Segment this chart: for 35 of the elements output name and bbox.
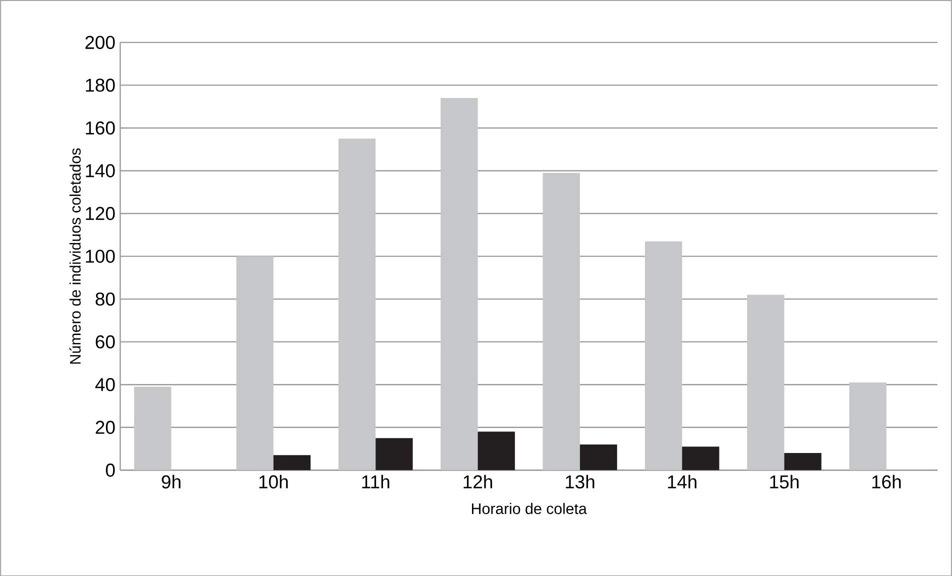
- bar: [849, 382, 886, 470]
- y-tick-label: 120: [86, 206, 115, 220]
- bar: [440, 98, 478, 470]
- x-tick-label: 10h: [259, 474, 288, 488]
- y-tick-label: 180: [86, 78, 115, 92]
- bar: [376, 438, 413, 470]
- x-tick-label: 9h: [162, 474, 180, 488]
- bar: [747, 294, 784, 470]
- y-tick-label: 100: [86, 250, 115, 263]
- x-tick-label: 16h: [872, 474, 901, 488]
- bar: [644, 241, 682, 470]
- bar: [478, 431, 515, 470]
- x-tick-label: 11h: [362, 474, 390, 488]
- bar: [682, 446, 720, 470]
- x-tick-label: 14h: [668, 474, 696, 488]
- bar: [580, 444, 618, 470]
- x-tick-label: 13h: [566, 474, 594, 488]
- bar: [134, 386, 172, 470]
- bar: [273, 454, 311, 470]
- bar: [338, 138, 376, 470]
- y-tick-label: 40: [95, 378, 115, 391]
- bar: [784, 452, 822, 470]
- y-tick-label: 0: [106, 463, 115, 477]
- y-tick-label: 20: [96, 420, 115, 434]
- y-tick-label: 80: [96, 292, 115, 306]
- y-tick-label: 140: [86, 164, 115, 178]
- y-tick-label: 160: [86, 121, 115, 134]
- bar: [236, 256, 274, 470]
- x-tick-label: 12h: [464, 474, 492, 488]
- x-tick-label: 15h: [770, 474, 799, 488]
- y-tick-label: 200: [85, 36, 115, 49]
- y-tick-label: 60: [96, 335, 115, 348]
- bar: [542, 172, 580, 470]
- y-axis-title: Número de individuos coletados: [69, 148, 81, 364]
- x-axis-title: Horario de coleta: [472, 502, 587, 514]
